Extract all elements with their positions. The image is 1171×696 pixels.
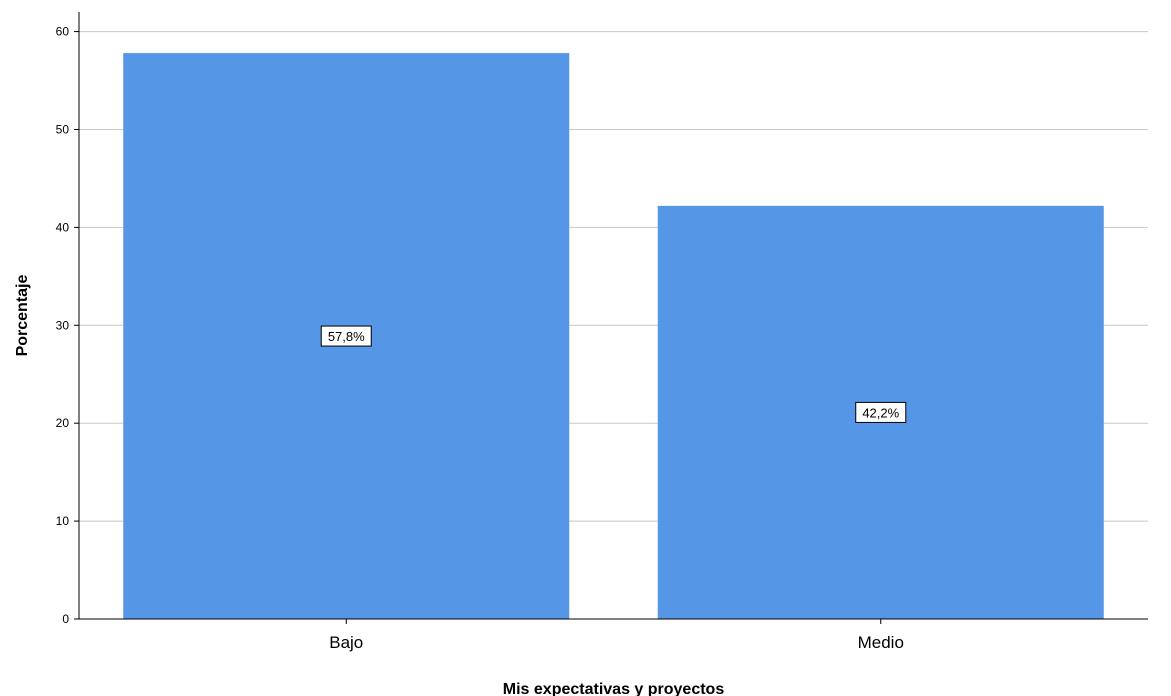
data-label-bajo: 57,8% (320, 325, 372, 347)
data-label-medio: 42,2% (855, 401, 907, 423)
y-tick-label-20: 20 (56, 416, 70, 430)
bars (123, 53, 1104, 619)
y-tick-label-50: 50 (56, 122, 70, 136)
data-label-box (855, 401, 907, 423)
y-tick-label-30: 30 (56, 318, 70, 332)
x-axis-title: Mis expectativas y proyectos (503, 681, 725, 696)
x-axis-ticks: Bajo Medio (329, 619, 904, 652)
y-tick-label-60: 60 (56, 25, 70, 39)
y-axis-ticks: 0 10 20 30 40 50 60 (56, 25, 79, 626)
y-tick-label-0: 0 (62, 612, 69, 626)
x-tick-label-medio: Medio (858, 633, 904, 652)
data-label-box (320, 325, 372, 347)
x-tick-label-bajo: Bajo (329, 633, 363, 652)
y-axis-title: Porcentaje (14, 274, 31, 356)
data-label-text: 57,8% (328, 329, 365, 344)
data-labels: 57,8% 42,2% (320, 325, 907, 423)
y-tick-label-10: 10 (56, 514, 70, 528)
data-label-text: 42,2% (862, 405, 899, 420)
y-tick-label-40: 40 (56, 220, 70, 234)
